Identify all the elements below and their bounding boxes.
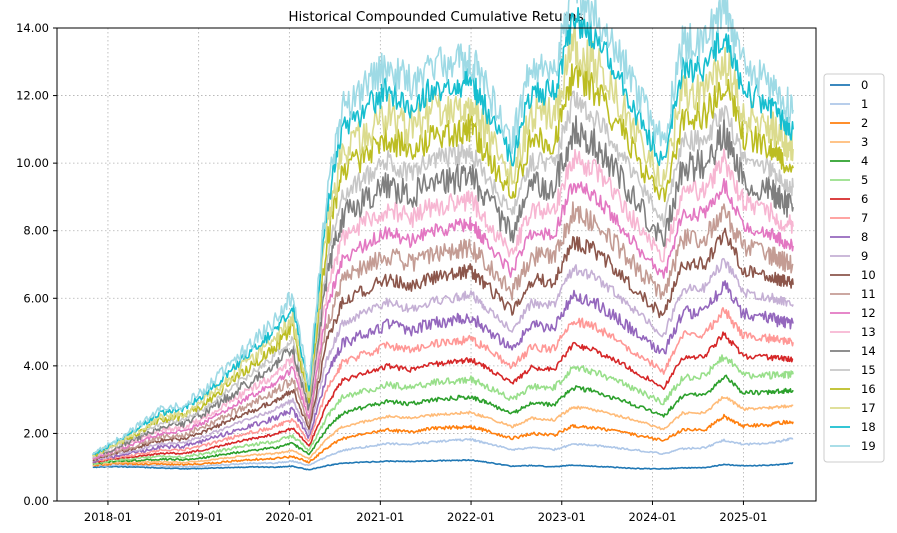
plot-frame <box>56 27 817 502</box>
series-line-14 <box>92 115 794 459</box>
x-tick-label: 2020-01 <box>265 510 313 524</box>
legend-label: 17 <box>861 401 876 415</box>
series-line-16 <box>92 63 794 457</box>
series-line-12 <box>92 178 794 460</box>
chart-title: Historical Compounded Cumulative Returns <box>288 9 583 25</box>
legend-label: 6 <box>861 192 868 206</box>
legend-label: 10 <box>861 268 876 282</box>
series-line-3 <box>92 396 794 466</box>
legend-label: 4 <box>861 154 868 168</box>
x-tick-label: 2018-01 <box>84 510 132 524</box>
legend-label: 5 <box>861 173 868 187</box>
series-line-13 <box>92 148 794 459</box>
y-tick-label: 6.00 <box>23 291 49 305</box>
legend-label: 18 <box>861 420 876 434</box>
series-line-1 <box>92 437 794 468</box>
axes: 0.00 2.00 4.00 6.00 8.00 10.00 12.00 14.00 2018-… <box>16 21 767 524</box>
y-tick-label: 14.00 <box>16 21 49 35</box>
series-line-18 <box>92 7 794 456</box>
x-tick-label: 2025-01 <box>719 510 767 524</box>
legend-label: 1 <box>861 97 868 111</box>
x-tick-label: 2023-01 <box>538 510 586 524</box>
legend-label: 9 <box>861 249 868 263</box>
series-line-5 <box>92 354 794 465</box>
series-line-8 <box>92 280 794 464</box>
legend-label: 15 <box>861 363 876 377</box>
series-line-15 <box>92 90 794 458</box>
series-lines <box>92 0 794 471</box>
y-tick-label: 12.00 <box>16 89 49 103</box>
legend-label: 11 <box>861 287 876 301</box>
legend-label: 7 <box>861 211 868 225</box>
legend-label: 12 <box>861 306 876 320</box>
series-line-2 <box>92 413 794 467</box>
legend-label: 16 <box>861 382 876 396</box>
y-tick-label: 4.00 <box>23 359 49 373</box>
y-tick-label: 10.00 <box>16 156 49 170</box>
series-line-4 <box>92 374 794 465</box>
legend-label: 2 <box>861 116 868 130</box>
legend-label: 8 <box>861 230 868 244</box>
series-line-0 <box>92 458 794 471</box>
series-line-10 <box>92 227 794 462</box>
x-tick-label: 2021-01 <box>356 510 404 524</box>
x-tick-label: 2019-01 <box>175 510 223 524</box>
legend-label: 14 <box>861 344 876 358</box>
series-line-7 <box>92 307 794 463</box>
series-line-19 <box>92 0 794 455</box>
y-tick-label: 0.00 <box>23 494 49 508</box>
x-tick-label: 2024-01 <box>628 510 676 524</box>
series-line-9 <box>92 257 794 462</box>
legend-box <box>823 73 885 463</box>
series-line-11 <box>92 201 794 461</box>
legend-label: 13 <box>861 325 876 339</box>
y-tick-label: 2.00 <box>23 426 49 440</box>
legend-label: 19 <box>861 439 876 453</box>
legend-label: 3 <box>861 135 868 149</box>
series-line-6 <box>92 331 794 464</box>
legend-label: 0 <box>861 78 868 92</box>
y-tick-label: 8.00 <box>23 224 49 238</box>
x-tick-label: 2022-01 <box>447 510 495 524</box>
